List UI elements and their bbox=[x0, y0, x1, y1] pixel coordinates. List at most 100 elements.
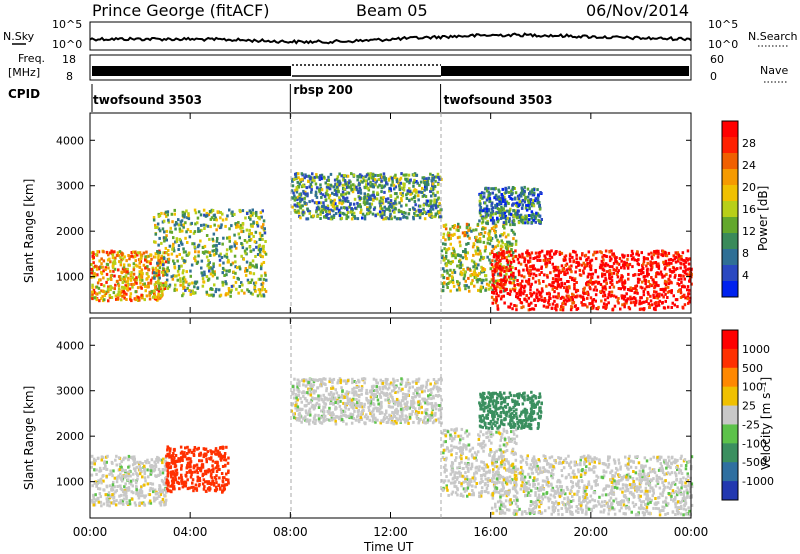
power-cell bbox=[192, 291, 196, 295]
power-cell bbox=[328, 193, 332, 197]
power-cell bbox=[493, 229, 496, 233]
velocity-cell bbox=[211, 479, 215, 483]
power-cell bbox=[634, 301, 638, 305]
power-cell bbox=[263, 250, 267, 254]
power-cell bbox=[181, 213, 185, 217]
power-cell bbox=[661, 275, 664, 279]
power-cell bbox=[604, 262, 608, 266]
power-cell bbox=[350, 207, 353, 211]
power-cell bbox=[240, 230, 243, 234]
power-cell bbox=[373, 206, 377, 210]
power-cell bbox=[389, 202, 392, 206]
power-cell bbox=[194, 250, 197, 254]
power-cell bbox=[505, 287, 508, 291]
power-cell bbox=[625, 292, 628, 296]
power-cell bbox=[229, 294, 232, 298]
power-cell bbox=[124, 267, 127, 271]
power-cell bbox=[538, 273, 541, 277]
velocity-cell bbox=[412, 420, 415, 424]
power-cell bbox=[391, 209, 395, 213]
power-cell bbox=[664, 251, 667, 255]
power-cell bbox=[476, 248, 480, 252]
power-cell bbox=[168, 285, 171, 289]
power-cell bbox=[138, 278, 142, 282]
velocity-cell bbox=[135, 488, 138, 492]
velocity-cell bbox=[151, 482, 154, 486]
power-cell bbox=[527, 199, 530, 203]
power-cell bbox=[545, 265, 548, 269]
power-cell bbox=[487, 236, 491, 240]
power-cell bbox=[479, 232, 482, 236]
power-cell bbox=[158, 236, 161, 240]
power-cell bbox=[474, 249, 477, 253]
power-cell bbox=[292, 191, 295, 195]
velocity-cell bbox=[126, 471, 129, 475]
power-cell bbox=[670, 306, 673, 309]
power-cell bbox=[225, 255, 229, 259]
power-cell bbox=[430, 205, 433, 209]
power-cell bbox=[665, 254, 669, 258]
power-cell bbox=[160, 254, 163, 258]
power-cell bbox=[621, 281, 624, 285]
power-cell bbox=[185, 280, 188, 284]
date-title: 06/Nov/2014 bbox=[586, 1, 689, 20]
power-cell bbox=[474, 262, 478, 266]
power-cell bbox=[162, 271, 166, 275]
power-cell bbox=[648, 283, 652, 286]
power-cell bbox=[154, 266, 158, 270]
power-cell bbox=[337, 210, 341, 214]
power-cell bbox=[431, 204, 434, 208]
power-cell bbox=[154, 223, 157, 227]
velocity-cell bbox=[221, 465, 225, 468]
power-cell bbox=[536, 288, 539, 292]
power-cell bbox=[447, 237, 451, 241]
power-cell bbox=[234, 280, 238, 284]
power-cell bbox=[554, 251, 558, 255]
power-cell bbox=[463, 274, 466, 278]
power-cell bbox=[490, 263, 494, 267]
power-cell bbox=[538, 201, 541, 204]
power-cell bbox=[687, 262, 691, 266]
power-cell bbox=[125, 259, 128, 263]
power-cell bbox=[303, 196, 306, 200]
velocity-cell bbox=[349, 403, 352, 407]
power-cell bbox=[540, 218, 543, 221]
power-cell bbox=[558, 269, 561, 273]
power-cell bbox=[176, 269, 180, 273]
power-cell bbox=[463, 233, 467, 237]
power-cell bbox=[663, 279, 667, 283]
power-cell bbox=[556, 304, 559, 308]
velocity-cell bbox=[168, 455, 171, 459]
power-cell bbox=[121, 257, 125, 261]
power-cell bbox=[260, 215, 263, 219]
velocity-cell bbox=[193, 464, 197, 468]
velocity-cell bbox=[149, 464, 152, 468]
power-cell bbox=[263, 231, 267, 235]
power-cell bbox=[167, 269, 170, 273]
power-cell bbox=[222, 236, 225, 240]
power-cell bbox=[499, 262, 502, 266]
power-cell bbox=[399, 191, 402, 195]
power-cell bbox=[214, 216, 217, 220]
power-cell bbox=[297, 176, 300, 180]
velocity-cell bbox=[195, 463, 199, 467]
power-cell bbox=[95, 285, 99, 289]
velocity-cell bbox=[143, 464, 146, 468]
power-cell bbox=[565, 285, 569, 289]
velocity-cell bbox=[113, 476, 117, 480]
power-cell bbox=[499, 290, 503, 294]
power-cell bbox=[682, 269, 685, 273]
power-cell bbox=[664, 266, 667, 270]
velocity-cell bbox=[138, 464, 141, 468]
power-cell bbox=[311, 172, 314, 176]
velocity-cell bbox=[222, 446, 225, 450]
velocity-cell bbox=[196, 447, 199, 451]
velocity-cell bbox=[149, 501, 153, 505]
power-cell bbox=[93, 291, 97, 295]
power-cell bbox=[188, 235, 192, 239]
power-cell bbox=[262, 223, 265, 227]
power-cell bbox=[460, 271, 464, 275]
power-cell bbox=[534, 251, 538, 255]
power-cell bbox=[472, 260, 476, 264]
power-cell bbox=[329, 217, 333, 221]
